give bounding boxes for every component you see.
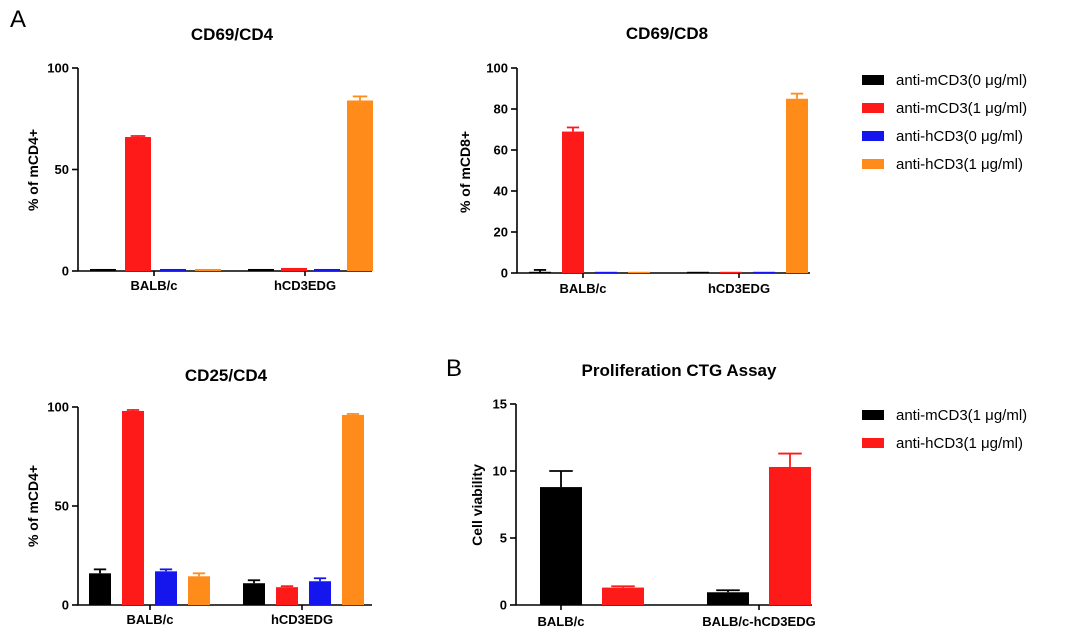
bar-cd25-cd4-1-3 xyxy=(342,414,364,605)
y-axis-label: Cell viability xyxy=(469,464,485,546)
bar-cd25-cd4-1-2 xyxy=(309,581,331,605)
bar-cd69-cd4-1-0 xyxy=(248,268,274,271)
legend-label: anti-mCD3(0 μg/ml) xyxy=(896,72,1027,89)
bar-cd69-cd8-1-0 xyxy=(687,271,709,273)
chart-title: Proliferation CTG Assay xyxy=(582,361,777,380)
y-tick-label: 0 xyxy=(501,266,508,281)
legend-label: anti-mCD3(1 μg/ml) xyxy=(896,407,1027,424)
bar-cd69-cd4-0-2 xyxy=(160,268,186,271)
bar-ctg-1-0 xyxy=(707,592,749,605)
y-tick-label: 50 xyxy=(55,499,69,514)
legend-label: anti-hCD3(0 μg/ml) xyxy=(896,128,1023,145)
x-category-label: BALB/c-hCD3EDG xyxy=(702,614,815,629)
bar-cd69-cd4-1-3 xyxy=(347,100,373,271)
bar-cd69-cd8-0-1 xyxy=(562,131,584,273)
legend-swatch xyxy=(862,75,884,85)
bar-cd69-cd4-1-2 xyxy=(314,268,340,271)
bar-cd25-cd4-0-2 xyxy=(155,571,177,605)
panel-label-a: A xyxy=(10,6,26,33)
bar-cd69-cd4-0-3 xyxy=(195,268,221,271)
bar-ctg-0-0 xyxy=(540,487,582,605)
x-category-label: hCD3EDG xyxy=(271,612,333,627)
y-axis-label: % of mCD4+ xyxy=(25,465,41,547)
legend-cd69-cd8: anti-mCD3(0 μg/ml) anti-mCD3(1 μg/ml) anti… xyxy=(862,72,1027,173)
bar-cd69-cd8-1-2 xyxy=(753,271,775,273)
x-category-label: BALB/c xyxy=(127,612,174,627)
y-tick-label: 100 xyxy=(47,61,69,76)
bar-cd69-cd8-0-2 xyxy=(595,271,617,273)
x-category-label: hCD3EDG xyxy=(708,281,770,296)
x-category-label: BALB/c xyxy=(560,281,607,296)
y-tick-label: 100 xyxy=(486,61,508,76)
y-tick-label: 60 xyxy=(494,143,508,158)
legend-swatch xyxy=(862,410,884,420)
chart-cd69-cd8: CD69/CD8 % of mCD8+ 0 20 40 60 80 100 BALB/c hCD3… xyxy=(457,24,1027,296)
y-tick-label: 0 xyxy=(62,264,69,279)
legend-ctg: anti-mCD3(1 μg/ml) anti-hCD3(1 μg/ml) xyxy=(862,407,1027,452)
bar-cd69-cd8-1-1 xyxy=(720,271,742,273)
legend-swatch xyxy=(862,103,884,113)
legend-swatch xyxy=(862,159,884,169)
y-tick-label: 5 xyxy=(500,531,507,546)
y-tick-label: 0 xyxy=(500,598,507,613)
bar-cd25-cd4-0-0 xyxy=(89,573,111,605)
y-tick-label: 10 xyxy=(493,464,507,479)
bar-cd25-cd4-1-0 xyxy=(243,583,265,605)
chart-ctg: Proliferation CTG Assay Cell viability 0 5 1… xyxy=(469,361,1027,629)
chart-cd69-cd4: CD69/CD4 % of mCD4+ 0 50 100 BALB/c hCD3EDG xyxy=(25,25,373,293)
x-category-label: BALB/c xyxy=(131,278,178,293)
bar-ctg-0-1 xyxy=(602,587,644,605)
y-axis-label: % of mCD8+ xyxy=(457,131,473,213)
chart-title: CD25/CD4 xyxy=(185,366,268,385)
bar-cd69-cd8-0-0 xyxy=(529,271,551,273)
bar-cd69-cd8-0-3 xyxy=(628,271,650,273)
y-tick-label: 80 xyxy=(494,102,508,117)
y-tick-label: 40 xyxy=(494,184,508,199)
legend-label: anti-hCD3(1 μg/ml) xyxy=(896,435,1023,452)
y-tick-label: 20 xyxy=(494,225,508,240)
bar-cd69-cd4-0-0 xyxy=(90,268,116,271)
chart-cd25-cd4: CD25/CD4 % of mCD4+ 0 50 100 BALB/c hCD3EDG xyxy=(25,366,372,627)
x-category-label: hCD3EDG xyxy=(274,278,336,293)
panel-label-b: B xyxy=(446,355,462,382)
y-tick-label: 50 xyxy=(55,162,69,177)
bar-cd25-cd4-0-1 xyxy=(122,410,144,605)
y-axis-label: % of mCD4+ xyxy=(25,129,41,211)
legend-label: anti-hCD3(1 μg/ml) xyxy=(896,156,1023,173)
bar-cd25-cd4-0-3 xyxy=(188,576,210,605)
bar-cd25-cd4-1-1 xyxy=(276,587,298,605)
chart-title: CD69/CD4 xyxy=(191,25,274,44)
legend-label: anti-mCD3(1 μg/ml) xyxy=(896,100,1027,117)
bar-cd69-cd8-1-3 xyxy=(786,98,808,273)
legend-swatch xyxy=(862,438,884,448)
bar-cd69-cd4-0-1 xyxy=(125,137,151,271)
y-tick-label: 100 xyxy=(47,400,69,415)
chart-title: CD69/CD8 xyxy=(626,24,708,43)
y-tick-label: 0 xyxy=(62,598,69,613)
bar-cd69-cd4-1-1 xyxy=(281,267,307,271)
y-tick-label: 15 xyxy=(493,397,507,412)
bar-ctg-1-1 xyxy=(769,466,811,605)
legend-swatch xyxy=(862,131,884,141)
x-category-label: BALB/c xyxy=(538,614,585,629)
